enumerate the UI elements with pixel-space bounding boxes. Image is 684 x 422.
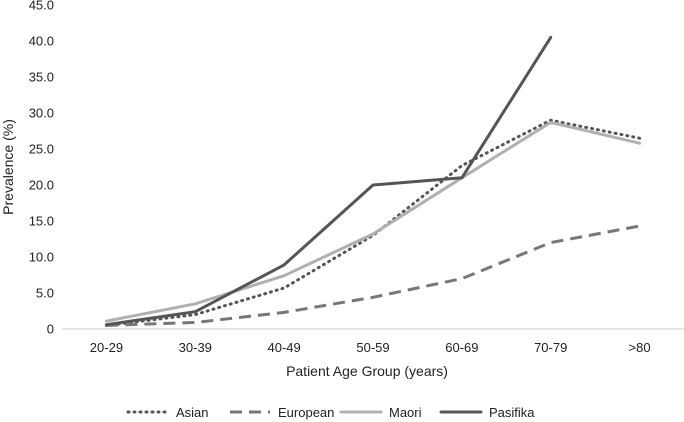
- legend-label-asian: Asian: [176, 405, 209, 420]
- x-axis: 20-29 30-39 40-49 50-59 60-69 70-79 >80: [62, 328, 684, 355]
- y-axis-title: Prevalence (%): [0, 119, 16, 215]
- legend-label-european: European: [278, 405, 334, 420]
- y-tick-label: 25.0: [29, 142, 54, 157]
- series-layer: [104, 35, 642, 327]
- y-tick-label: 5.0: [36, 286, 54, 301]
- y-tick-label: 30.0: [29, 106, 54, 121]
- y-tick-label: 40.0: [29, 34, 54, 49]
- y-tick-label: 45.0: [29, 0, 54, 13]
- series-line-pasifika: [104, 35, 553, 327]
- y-tick-label: 20.0: [29, 178, 54, 193]
- y-tick-label: 0: [47, 322, 54, 337]
- legend-label-pasifika: Pasifika: [489, 405, 535, 420]
- legend-label-maori: Maori: [389, 405, 422, 420]
- x-tick-label: 30-39: [179, 340, 212, 355]
- series-line-maori: [104, 120, 642, 323]
- x-tick-label: 20-29: [90, 340, 123, 355]
- x-tick-label: 40-49: [268, 340, 301, 355]
- x-axis-title: Patient Age Group (years): [286, 363, 448, 379]
- y-axis: 0 5.0 10.0 15.0 20.0 25.0 30.0 35.0 40.0 45.0: [29, 0, 54, 337]
- x-tick-label: 60-69: [445, 340, 478, 355]
- series-line-asian: [104, 118, 642, 327]
- y-tick-label: 15.0: [29, 214, 54, 229]
- y-tick-label: 10.0: [29, 250, 54, 265]
- y-tick-label: 35.0: [29, 70, 54, 85]
- x-tick-label: 50-59: [356, 340, 389, 355]
- series-line-european: [106, 224, 640, 327]
- legend: Asian European Maori Pasifika: [126, 405, 535, 420]
- x-tick-label: >80: [629, 340, 651, 355]
- x-tick-label: 70-79: [534, 340, 567, 355]
